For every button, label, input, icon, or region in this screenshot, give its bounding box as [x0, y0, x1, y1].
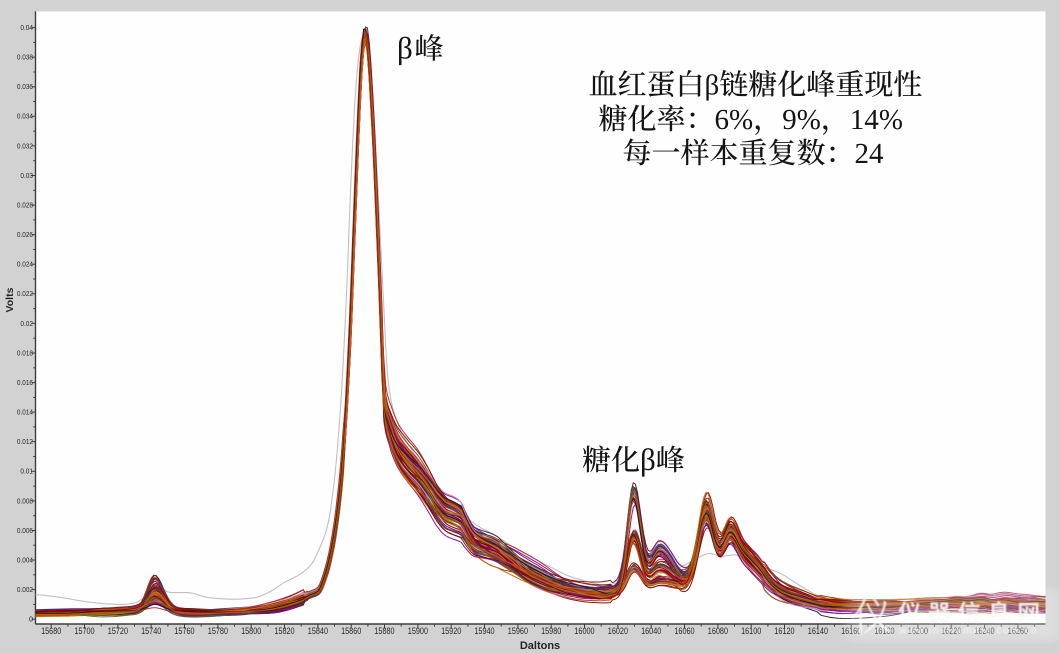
svg-text:0.018: 0.018	[17, 348, 33, 357]
svg-text:0.022: 0.022	[17, 289, 33, 298]
svg-text:0.012: 0.012	[17, 437, 33, 446]
svg-text:15960: 15960	[508, 626, 528, 636]
svg-text:16080: 16080	[708, 626, 728, 636]
svg-text:15860: 15860	[341, 626, 361, 636]
svg-text:www.instrument.com.cn: www.instrument.com.cn	[898, 626, 1038, 637]
svg-text:15700: 15700	[74, 626, 94, 636]
svg-text:15720: 15720	[108, 626, 128, 636]
svg-text:0.016: 0.016	[17, 378, 33, 387]
svg-text:16120: 16120	[774, 626, 794, 636]
svg-text:0.006: 0.006	[17, 526, 33, 535]
svg-text:0.038: 0.038	[17, 53, 33, 62]
svg-text:0.03: 0.03	[20, 171, 33, 180]
svg-text:0.014: 0.014	[17, 408, 33, 417]
svg-text:15820: 15820	[274, 626, 294, 636]
svg-text:15940: 15940	[474, 626, 494, 636]
svg-text:15980: 15980	[541, 626, 561, 636]
svg-text:0.04: 0.04	[20, 23, 33, 32]
svg-text:0.008: 0.008	[17, 496, 33, 505]
svg-text:0.036: 0.036	[17, 82, 33, 91]
svg-text:16060: 16060	[674, 626, 694, 636]
svg-text:16100: 16100	[741, 626, 761, 636]
svg-text:15800: 15800	[241, 626, 261, 636]
svg-text:15780: 15780	[208, 626, 228, 636]
svg-text:16040: 16040	[641, 626, 661, 636]
svg-text:0.024: 0.024	[17, 260, 33, 269]
svg-text:0.028: 0.028	[17, 201, 33, 210]
svg-text:0.026: 0.026	[17, 230, 33, 239]
svg-text:0.02: 0.02	[20, 319, 33, 328]
svg-text:0: 0	[29, 615, 33, 624]
svg-text:0.002: 0.002	[17, 585, 33, 594]
svg-text:Volts: Volts	[4, 287, 16, 312]
svg-text:16000: 16000	[574, 626, 594, 636]
svg-text:15760: 15760	[174, 626, 194, 636]
svg-text:15920: 15920	[441, 626, 461, 636]
svg-text:15840: 15840	[308, 626, 328, 636]
svg-text:15740: 15740	[141, 626, 161, 636]
svg-text:15680: 15680	[41, 626, 61, 636]
svg-text:16140: 16140	[808, 626, 828, 636]
svg-text:0.004: 0.004	[17, 555, 33, 564]
svg-text:15880: 15880	[374, 626, 394, 636]
svg-text:0.034: 0.034	[17, 112, 33, 121]
svg-text:0.032: 0.032	[17, 141, 33, 150]
svg-text:0.01: 0.01	[20, 467, 33, 476]
svg-text:16020: 16020	[608, 626, 628, 636]
svg-text:15900: 15900	[408, 626, 428, 636]
svg-text:Daltons: Daltons	[520, 640, 560, 652]
